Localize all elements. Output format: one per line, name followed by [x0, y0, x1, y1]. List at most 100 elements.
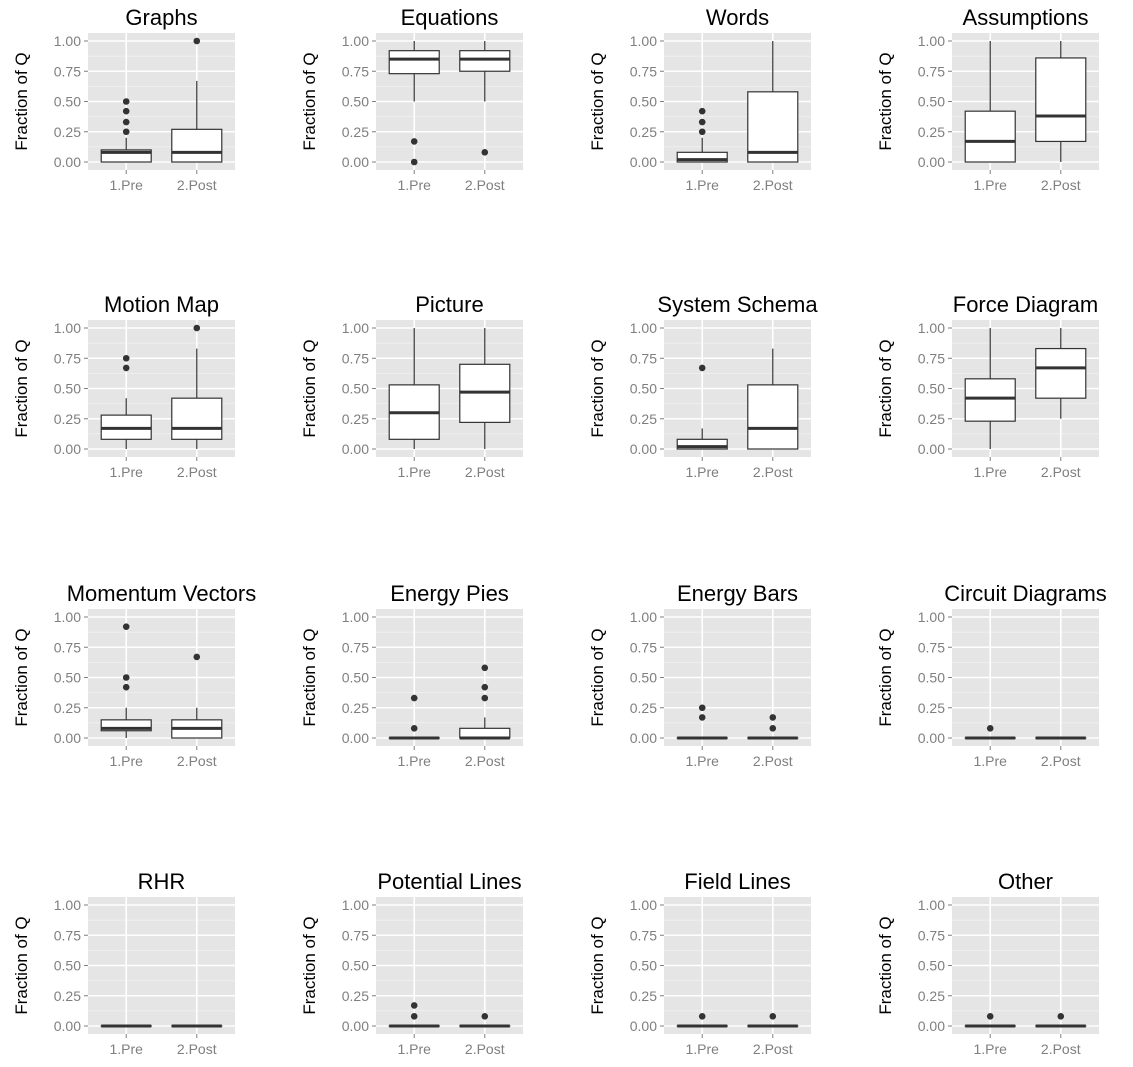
box-2-post	[747, 714, 799, 740]
outlier-point	[698, 364, 706, 372]
box-1-pre	[100, 354, 152, 449]
y-tick-label: 1.00	[630, 320, 657, 336]
y-axis-title: Fraction of Q	[12, 339, 31, 437]
x-tick-label: 1.Pre	[973, 464, 1007, 480]
outlier-point	[481, 694, 489, 702]
box-1-pre	[676, 107, 728, 163]
y-tick-label: 0.75	[54, 63, 81, 79]
outlier-point	[986, 1013, 994, 1020]
x-tick-label: 2.Post	[753, 753, 793, 769]
outlier-point	[122, 128, 130, 136]
box-2-post	[1035, 41, 1087, 162]
y-tick-label: 0.25	[54, 700, 81, 716]
panel-title: Potential Lines	[377, 869, 521, 894]
y-tick-label: 0.75	[54, 639, 81, 655]
x-tick-label: 2.Post	[753, 177, 793, 193]
x-tick-label: 1.Pre	[397, 1041, 431, 1057]
x-tick-label: 1.Pre	[109, 1041, 143, 1057]
panel-title: Momentum Vectors	[67, 581, 257, 606]
box-iqr	[1035, 57, 1087, 143]
y-tick-label: 0.75	[342, 63, 369, 79]
y-tick-label: 0.25	[342, 411, 369, 427]
y-tick-label: 0.25	[918, 988, 945, 1004]
y-tick-label: 0.25	[630, 988, 657, 1004]
x-tick-label: 2.Post	[1041, 464, 1081, 480]
panel-title: Circuit Diagrams	[944, 581, 1107, 606]
y-tick-label: 0.25	[54, 124, 81, 140]
y-tick-label: 0.50	[342, 958, 369, 974]
y-axis-title: Fraction of Q	[876, 628, 895, 726]
y-tick-label: 0.25	[630, 124, 657, 140]
outlier-point	[193, 37, 201, 45]
x-tick-label: 1.Pre	[685, 1041, 719, 1057]
outlier-point	[481, 664, 489, 672]
y-tick-label: 0.50	[342, 670, 369, 686]
outlier-point	[122, 683, 130, 691]
y-axis-title: Fraction of Q	[588, 916, 607, 1014]
y-tick-label: 1.00	[342, 33, 369, 49]
y-tick-label: 1.00	[918, 897, 945, 913]
y-tick-label: 0.00	[54, 441, 81, 457]
y-tick-label: 0.50	[342, 381, 369, 397]
panel-title: Force Diagram	[953, 292, 1098, 317]
box-iqr	[1035, 347, 1087, 399]
y-tick-label: 1.00	[342, 897, 369, 913]
box-1-pre	[676, 1013, 728, 1028]
panel-title: Words	[706, 5, 769, 30]
x-tick-label: 1.Pre	[685, 177, 719, 193]
y-tick-label: 0.50	[630, 94, 657, 110]
y-tick-label: 0.50	[918, 94, 945, 110]
y-tick-label: 0.00	[630, 441, 657, 457]
y-tick-label: 0.25	[630, 700, 657, 716]
y-tick-label: 0.75	[630, 63, 657, 79]
box-2-post	[171, 324, 223, 449]
box-1-pre	[964, 41, 1016, 163]
box-iqr	[676, 438, 728, 450]
x-tick-label: 1.Pre	[109, 464, 143, 480]
panel-rhr: 0.00 0.25 0.50 0.75 1.00 1.Pre 2.Post RHR Fracti…	[12, 869, 235, 1057]
x-tick-label: 2.Post	[753, 464, 793, 480]
panel-words: 0.00 0.25 0.50 0.75 1.00 1.Pre 2.Post Words Frac…	[588, 5, 811, 193]
panel-title: Picture	[415, 292, 483, 317]
y-tick-label: 0.50	[54, 958, 81, 974]
box-2-post	[459, 664, 511, 740]
box-1-pre	[964, 1013, 1016, 1028]
outlier-point	[410, 694, 418, 702]
panel-graphs: 0.00 0.25 0.50 0.75 1.00 1.Pre 2.Post Graphs Fra…	[12, 5, 235, 193]
outlier-point	[698, 107, 706, 115]
box-iqr	[388, 50, 440, 75]
y-tick-label: 0.00	[342, 730, 369, 746]
y-tick-label: 0.00	[54, 154, 81, 170]
panel-title: Energy Pies	[390, 581, 509, 606]
y-axis-title: Fraction of Q	[300, 52, 319, 150]
box-1-pre	[676, 704, 728, 740]
y-axis-title: Fraction of Q	[12, 52, 31, 150]
outlier-point	[122, 364, 130, 372]
y-tick-label: 0.50	[918, 670, 945, 686]
y-tick-label: 0.50	[918, 958, 945, 974]
x-tick-label: 2.Post	[177, 753, 217, 769]
y-tick-label: 1.00	[54, 33, 81, 49]
panel-assumptions: 0.00 0.25 0.50 0.75 1.00 1.Pre 2.Post Assumptio…	[876, 5, 1099, 193]
x-tick-label: 1.Pre	[973, 1041, 1007, 1057]
y-tick-label: 0.00	[918, 1018, 945, 1034]
y-tick-label: 0.50	[54, 670, 81, 686]
box-2-post	[459, 41, 511, 156]
box-1-pre	[964, 725, 1016, 740]
y-tick-label: 0.25	[342, 700, 369, 716]
outlier-point	[1057, 1013, 1065, 1020]
x-tick-label: 2.Post	[177, 177, 217, 193]
outlier-point	[698, 704, 706, 712]
y-tick-label: 0.00	[630, 154, 657, 170]
outlier-point	[769, 714, 777, 721]
box-iqr	[171, 397, 223, 440]
outlier-point	[698, 118, 706, 126]
box-1-pre	[964, 328, 1016, 449]
outlier-point	[122, 118, 130, 126]
x-tick-label: 1.Pre	[685, 753, 719, 769]
y-tick-label: 1.00	[918, 609, 945, 625]
outlier-point	[698, 714, 706, 721]
outlier-point	[122, 623, 130, 630]
y-tick-label: 0.00	[54, 1018, 81, 1034]
y-tick-label: 1.00	[54, 897, 81, 913]
